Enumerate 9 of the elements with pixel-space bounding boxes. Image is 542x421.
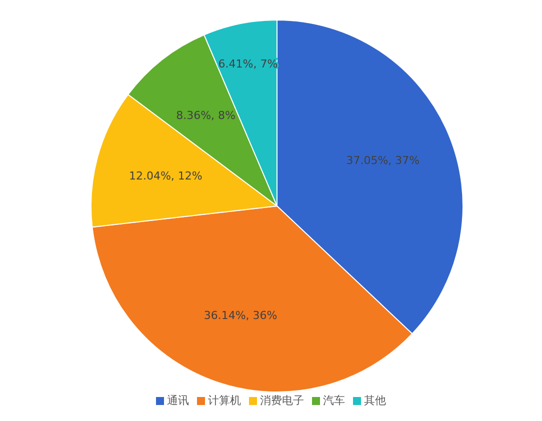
legend-label: 汽车	[323, 393, 345, 408]
data-label: 37.05%, 37%	[346, 154, 420, 167]
legend-label: 计算机	[208, 393, 241, 408]
data-label: 36.14%, 36%	[204, 308, 278, 322]
legend-label: 其他	[364, 393, 386, 408]
data-label: 12.04%, 12%	[128, 169, 202, 182]
legend-label: 通讯	[167, 393, 189, 408]
legend-label: 消费电子	[260, 393, 304, 408]
data-label: 8.36%, 8%	[176, 108, 236, 122]
